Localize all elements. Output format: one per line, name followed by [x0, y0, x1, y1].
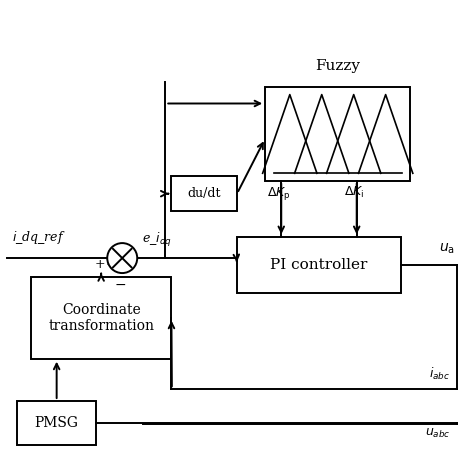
- Text: −: −: [115, 278, 127, 292]
- Text: $i_{abc}$: $i_{abc}$: [429, 366, 450, 382]
- Circle shape: [107, 243, 137, 273]
- Bar: [265, 87, 410, 181]
- Bar: [31, 277, 172, 359]
- Text: Fuzzy: Fuzzy: [315, 59, 360, 73]
- Bar: [237, 237, 401, 293]
- Text: $i_{dq}$: $i_{dq}$: [106, 254, 122, 272]
- Text: du/dt: du/dt: [187, 187, 221, 200]
- Text: e$\_i_{dq}$: e$\_i_{dq}$: [142, 231, 172, 249]
- Text: $i\_$dq$\_$ref: $i\_$dq$\_$ref: [12, 229, 66, 246]
- Bar: [172, 176, 237, 211]
- Bar: [17, 401, 97, 446]
- Text: +: +: [94, 257, 105, 271]
- Text: $\Delta K_\mathrm{p}$: $\Delta K_\mathrm{p}$: [267, 184, 291, 201]
- Text: $\Delta K_\mathrm{i}$: $\Delta K_\mathrm{i}$: [344, 184, 365, 200]
- Text: PMSG: PMSG: [35, 416, 79, 430]
- Text: $u_\mathrm{a}$: $u_\mathrm{a}$: [439, 241, 455, 256]
- Text: $u_{abc}$: $u_{abc}$: [425, 427, 450, 440]
- Text: Coordinate
transformation: Coordinate transformation: [48, 303, 154, 333]
- Text: PI controller: PI controller: [270, 258, 368, 272]
